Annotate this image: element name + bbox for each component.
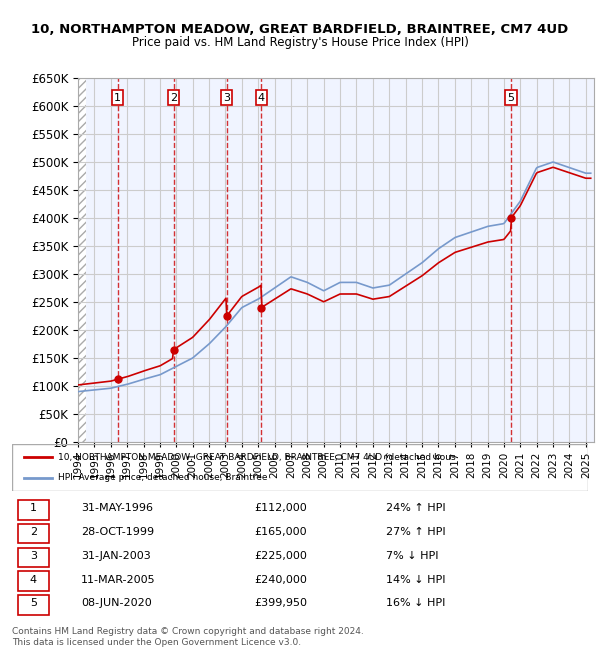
Bar <box>18 595 49 615</box>
Text: £240,000: £240,000 <box>254 575 307 585</box>
Text: £225,000: £225,000 <box>254 551 307 561</box>
Text: 3: 3 <box>30 551 37 561</box>
Bar <box>18 500 49 519</box>
Bar <box>18 571 49 591</box>
Text: 08-JUN-2020: 08-JUN-2020 <box>81 599 152 608</box>
Text: Price paid vs. HM Land Registry's House Price Index (HPI): Price paid vs. HM Land Registry's House … <box>131 36 469 49</box>
Text: 2: 2 <box>30 527 37 537</box>
Text: 10, NORTHAMPTON MEADOW, GREAT BARDFIELD, BRAINTREE, CM7 4UD: 10, NORTHAMPTON MEADOW, GREAT BARDFIELD,… <box>31 23 569 36</box>
Bar <box>18 524 49 543</box>
Text: £399,950: £399,950 <box>254 599 307 608</box>
Text: 2: 2 <box>170 92 177 103</box>
Text: 4: 4 <box>30 575 37 585</box>
Text: 31-JAN-2003: 31-JAN-2003 <box>81 551 151 561</box>
Text: 1: 1 <box>114 92 121 103</box>
Text: 5: 5 <box>30 599 37 608</box>
Text: 1: 1 <box>30 504 37 514</box>
Text: £165,000: £165,000 <box>254 527 307 537</box>
Text: 28-OCT-1999: 28-OCT-1999 <box>81 527 154 537</box>
Text: 10, NORTHAMPTON MEADOW, GREAT BARDFIELD, BRAINTREE, CM7 4UD (detached hous: 10, NORTHAMPTON MEADOW, GREAT BARDFIELD,… <box>58 452 456 462</box>
Text: 16% ↓ HPI: 16% ↓ HPI <box>386 599 446 608</box>
Text: Contains HM Land Registry data © Crown copyright and database right 2024.
This d: Contains HM Land Registry data © Crown c… <box>12 627 364 647</box>
Text: £112,000: £112,000 <box>254 504 307 514</box>
Text: 4: 4 <box>258 92 265 103</box>
Text: 7% ↓ HPI: 7% ↓ HPI <box>386 551 439 561</box>
Text: HPI: Average price, detached house, Braintree: HPI: Average price, detached house, Brai… <box>58 473 268 482</box>
Bar <box>18 547 49 567</box>
Text: 27% ↑ HPI: 27% ↑ HPI <box>386 527 446 537</box>
Text: 5: 5 <box>508 92 515 103</box>
Text: 3: 3 <box>223 92 230 103</box>
Text: 31-MAY-1996: 31-MAY-1996 <box>81 504 153 514</box>
Text: 14% ↓ HPI: 14% ↓ HPI <box>386 575 446 585</box>
Bar <box>78 50 86 442</box>
Text: 11-MAR-2005: 11-MAR-2005 <box>81 575 156 585</box>
Text: 24% ↑ HPI: 24% ↑ HPI <box>386 504 446 514</box>
